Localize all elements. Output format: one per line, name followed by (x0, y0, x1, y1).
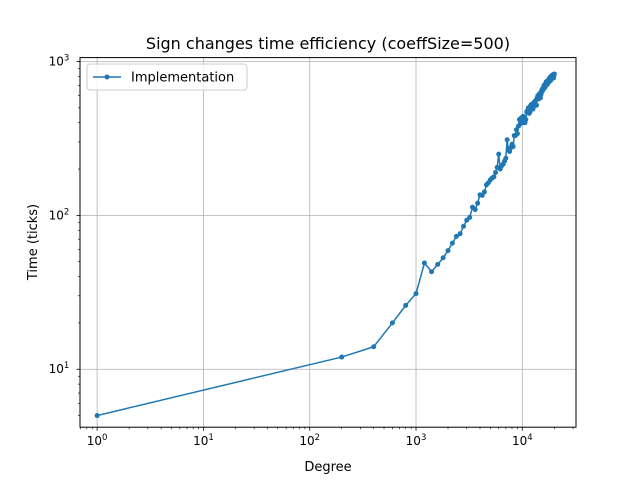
data-point (475, 200, 481, 206)
data-point (457, 231, 463, 237)
data-point (403, 302, 409, 308)
y-axis-label: Time (ticks) (26, 204, 41, 281)
data-point (503, 155, 509, 161)
legend-label: Implementation (131, 71, 234, 86)
data-point (94, 413, 100, 419)
data-point (413, 291, 419, 297)
chart-title: Sign changes time efficiency (coeffSize=… (146, 34, 510, 53)
data-point (421, 260, 427, 266)
data-point (493, 169, 499, 175)
data-point (435, 261, 441, 267)
data-point (440, 255, 446, 261)
plot-frame (79, 57, 577, 428)
legend: Implementation (86, 63, 248, 91)
data-point (514, 131, 520, 137)
x-axis-label: Degree (304, 460, 351, 475)
data-point (445, 248, 451, 254)
legend-box (86, 63, 248, 91)
data-point (510, 144, 516, 150)
data-point (389, 320, 395, 326)
data-point (453, 233, 459, 239)
data-point (504, 137, 510, 143)
data-point (551, 71, 557, 77)
grid (80, 57, 576, 428)
data-point (467, 214, 473, 220)
data-point (481, 189, 487, 195)
data-point (491, 174, 497, 180)
data-point (339, 354, 345, 360)
data-point (429, 269, 435, 275)
data-point (523, 116, 529, 122)
legend-marker-icon (104, 74, 110, 80)
data-point (461, 223, 467, 229)
data-point (496, 151, 502, 157)
data-point (371, 344, 377, 350)
data-point (472, 207, 478, 213)
series-layer (94, 71, 557, 419)
data-point (533, 102, 539, 108)
data-point (449, 240, 455, 246)
